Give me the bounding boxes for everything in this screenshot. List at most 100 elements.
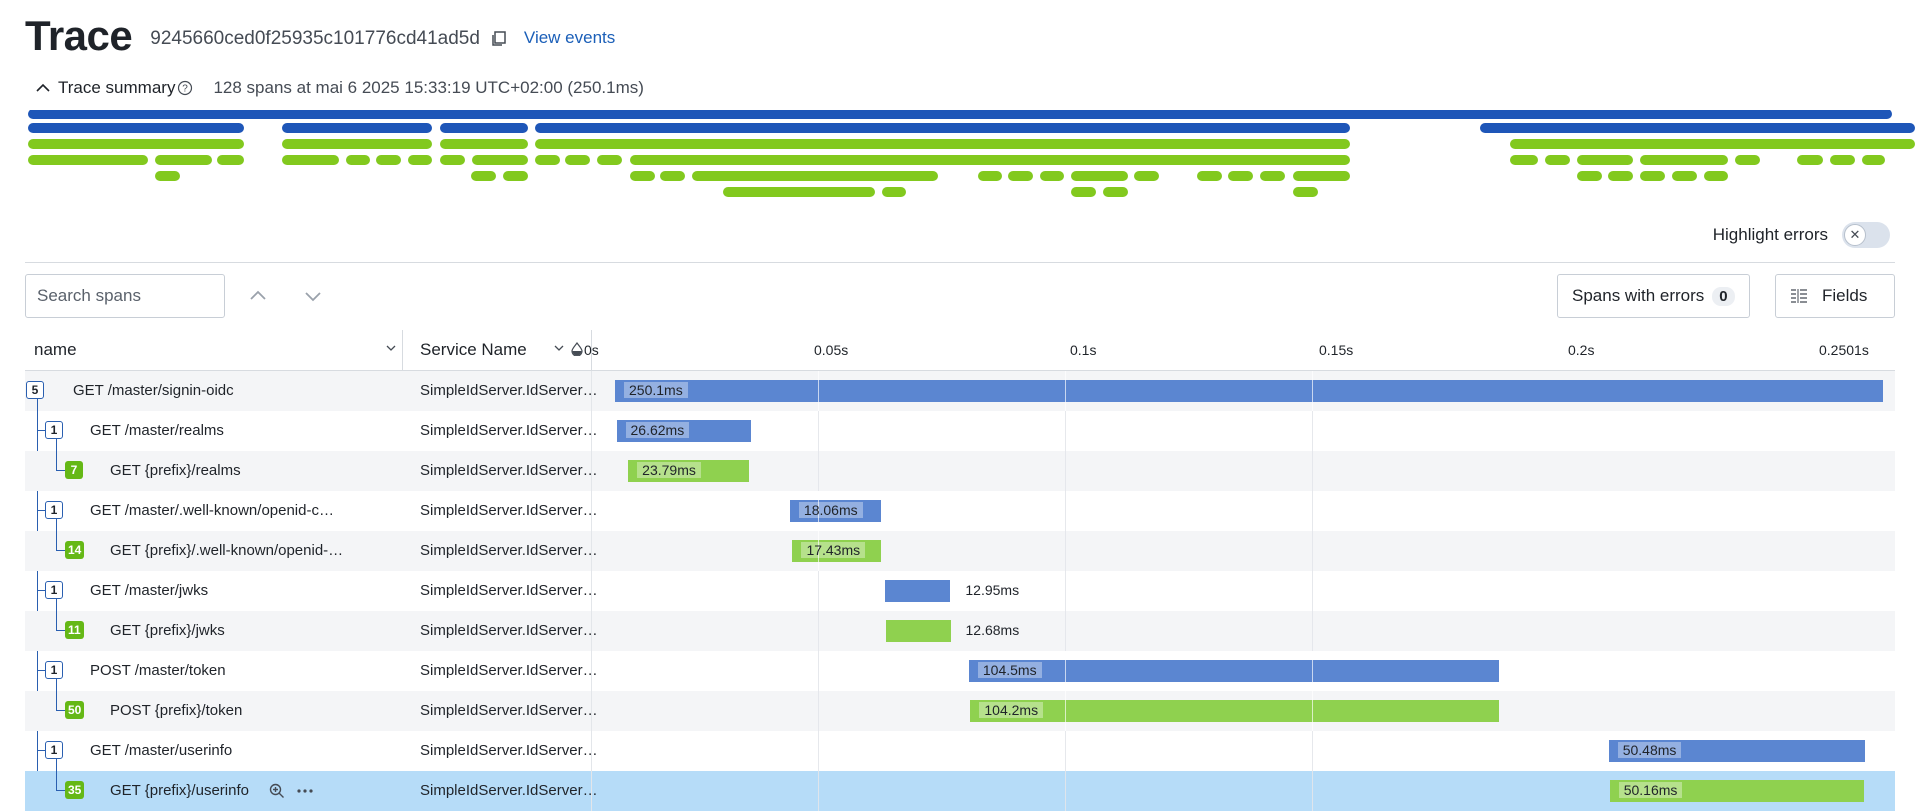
span-bar[interactable] xyxy=(1608,740,1865,762)
minimap-span xyxy=(1797,155,1823,165)
trace-summary-toggle[interactable]: Trace summary xyxy=(36,78,175,98)
chevron-up-icon xyxy=(36,83,50,92)
minimap-span xyxy=(282,155,339,165)
child-count-badge[interactable]: 5 xyxy=(26,381,44,399)
span-row[interactable]: 1 GET /master/jwks SimpleIdServer.IdServer… xyxy=(25,571,1895,611)
timeline-gridline xyxy=(1312,571,1313,611)
minimap-span xyxy=(1862,155,1885,165)
span-bar[interactable] xyxy=(884,580,951,602)
tree-connector xyxy=(37,430,45,431)
child-count-badge[interactable]: 35 xyxy=(65,781,85,799)
span-row[interactable]: 11 GET {prefix}/jwks SimpleIdServer.IdServ… xyxy=(25,611,1895,651)
copy-icon[interactable] xyxy=(490,30,508,48)
search-spans-input[interactable] xyxy=(25,274,225,318)
minimap-span xyxy=(28,110,1892,119)
span-bar[interactable] xyxy=(1609,780,1865,802)
column-header-service[interactable]: Service Name xyxy=(420,340,527,359)
trace-minimap[interactable] xyxy=(0,110,1918,210)
tree-connector xyxy=(37,750,45,751)
span-bar[interactable] xyxy=(615,380,1883,402)
child-count-badge[interactable]: 14 xyxy=(65,541,85,559)
span-row[interactable]: 1 GET /master/.well-known/openid-c… Simple… xyxy=(25,491,1895,531)
highlight-errors-label: Highlight errors xyxy=(1712,225,1828,244)
minimap-span xyxy=(660,171,685,181)
child-count-badge[interactable]: 1 xyxy=(45,581,63,599)
zoom-in-icon[interactable] xyxy=(269,783,285,799)
service-name: SimpleIdServer.IdServer… xyxy=(420,662,598,679)
span-row[interactable]: 5 GET /master/signin-oidc SimpleIdServer.I… xyxy=(25,371,1895,411)
span-bar[interactable] xyxy=(628,460,749,482)
highlight-errors: Highlight errors ✕ xyxy=(1713,222,1890,248)
timeline-gridline xyxy=(1065,451,1066,491)
span-bar[interactable] xyxy=(970,700,1499,722)
span-duration-label: 18.06ms xyxy=(798,502,863,518)
span-bar[interactable] xyxy=(792,540,881,562)
span-row[interactable]: 1 GET /master/realms SimpleIdServer.IdServ… xyxy=(25,411,1895,451)
span-row[interactable]: 35 GET {prefix}/userinfo SimpleIdServer.Id… xyxy=(25,771,1895,811)
child-count-badge[interactable]: 7 xyxy=(65,461,83,479)
tree-connector xyxy=(56,710,65,711)
tree-connector xyxy=(56,611,57,631)
chevron-up-icon[interactable] xyxy=(246,284,270,308)
timeline-gridline xyxy=(818,451,819,491)
child-count-badge[interactable]: 1 xyxy=(45,741,63,759)
fields-button[interactable]: Fields xyxy=(1775,274,1895,318)
trace-summary: Trace summary ? 128 spans at mai 6 2025 … xyxy=(36,78,644,98)
span-row[interactable]: 50 POST {prefix}/token SimpleIdServer.IdSe… xyxy=(25,691,1895,731)
minimap-span xyxy=(597,155,622,165)
span-bar[interactable] xyxy=(886,620,951,642)
timeline-gridline xyxy=(1065,371,1066,411)
span-row[interactable]: 1 POST /master/token SimpleIdServer.IdServ… xyxy=(25,651,1895,691)
minimap-span xyxy=(28,123,244,133)
span-duration-label: 12.95ms xyxy=(965,582,1020,598)
chevron-down-icon[interactable] xyxy=(301,284,325,308)
timeline-gridline xyxy=(1065,491,1066,531)
trace-summary-info: 128 spans at mai 6 2025 15:33:19 UTC+02:… xyxy=(213,78,644,97)
column-divider xyxy=(591,651,592,691)
timeline-gridline xyxy=(818,531,819,571)
minimap-span xyxy=(1260,171,1285,181)
child-count-badge[interactable]: 1 xyxy=(45,661,63,679)
timeline-gridline xyxy=(1065,771,1066,811)
child-count-badge[interactable]: 1 xyxy=(45,421,63,439)
minimap-span xyxy=(1735,155,1760,165)
chevron-down-icon[interactable] xyxy=(385,342,397,354)
timeline-gridline xyxy=(818,651,819,691)
tree-connector xyxy=(56,759,57,771)
span-bar[interactable] xyxy=(789,500,882,522)
color-filter-icon[interactable] xyxy=(571,342,583,356)
span-bar[interactable] xyxy=(616,420,752,442)
help-icon[interactable]: ? xyxy=(177,80,193,96)
span-row[interactable]: 14 GET {prefix}/.well-known/openid-… Simpl… xyxy=(25,531,1895,571)
highlight-errors-toggle[interactable]: ✕ xyxy=(1842,222,1890,248)
chevron-down-icon[interactable] xyxy=(553,342,565,354)
column-resizer[interactable] xyxy=(402,330,403,370)
service-name: SimpleIdServer.IdServer… xyxy=(420,382,598,399)
tree-connector xyxy=(37,391,38,411)
view-events-link[interactable]: View events xyxy=(523,28,616,47)
spans-with-errors-button[interactable]: Spans with errors 0 xyxy=(1557,274,1750,318)
minimap-span xyxy=(440,139,528,149)
child-count-badge[interactable]: 50 xyxy=(65,701,85,719)
tree-connector xyxy=(37,510,45,511)
minimap-span xyxy=(630,155,1350,165)
minimap-span xyxy=(376,155,401,165)
minimap-span xyxy=(1640,155,1728,165)
service-name: SimpleIdServer.IdServer… xyxy=(420,542,598,559)
child-count-badge[interactable]: 11 xyxy=(65,621,84,639)
span-duration-label: 50.48ms xyxy=(1617,742,1682,758)
column-header-name[interactable]: name xyxy=(34,340,77,359)
minimap-span xyxy=(1040,171,1064,181)
span-bar[interactable] xyxy=(968,660,1499,682)
span-row[interactable]: 1 GET /master/userinfo SimpleIdServer.IdSe… xyxy=(25,731,1895,771)
service-name: SimpleIdServer.IdServer… xyxy=(420,622,598,639)
timeline-gridline xyxy=(818,411,819,451)
minimap-span xyxy=(282,123,432,133)
span-row[interactable]: 7 GET {prefix}/realms SimpleIdServer.IdSer… xyxy=(25,451,1895,491)
tree-connector xyxy=(37,491,38,511)
service-name: SimpleIdServer.IdServer… xyxy=(420,582,598,599)
span-name: GET /master/signin-oidc xyxy=(73,382,234,399)
column-resizer[interactable] xyxy=(591,330,592,370)
more-icon[interactable] xyxy=(296,783,314,799)
child-count-badge[interactable]: 1 xyxy=(45,501,63,519)
